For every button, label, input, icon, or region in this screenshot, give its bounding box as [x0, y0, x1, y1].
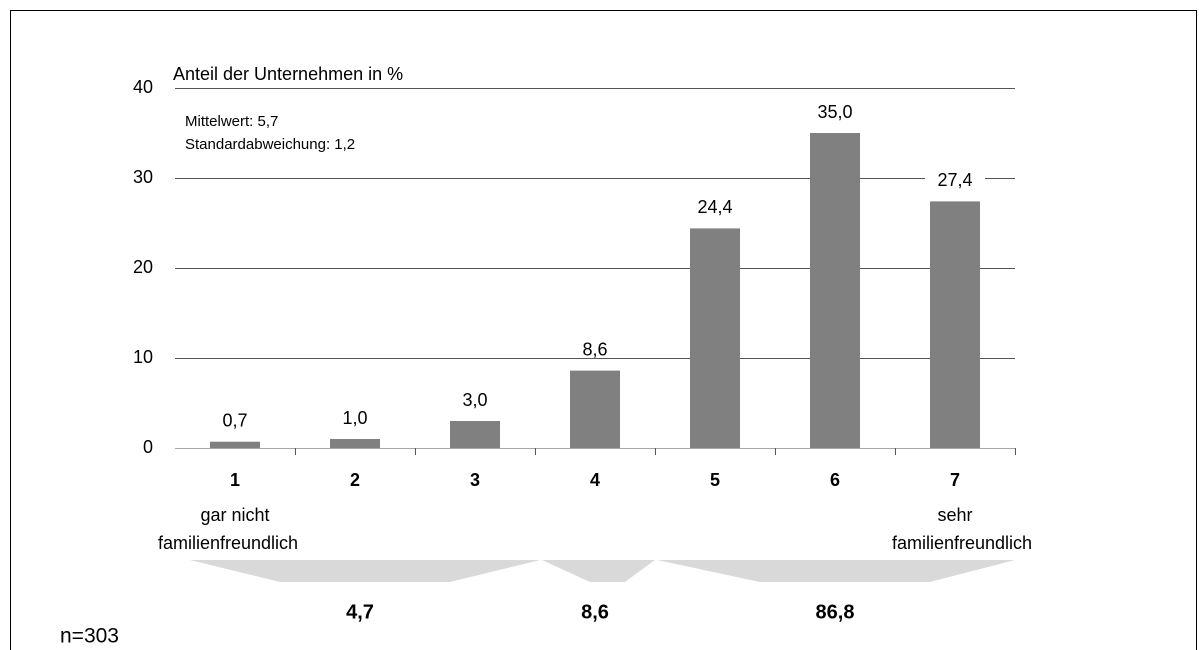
y-tick-label: 10: [133, 347, 153, 367]
y-tick-label: 30: [133, 167, 153, 187]
category-sublabel: familienfreundlich: [892, 533, 1032, 553]
value-label: 0,7: [222, 410, 247, 430]
x-tick-label: 1: [230, 470, 240, 490]
value-label: 3,0: [462, 390, 487, 410]
category-sublabel: familienfreundlich: [158, 533, 298, 553]
bar: [450, 421, 500, 448]
bar: [930, 201, 980, 448]
label-bg: [925, 169, 985, 194]
frame: [10, 10, 1197, 650]
bar: [330, 439, 380, 448]
value-label: 35,0: [817, 102, 852, 122]
x-tick-label: 5: [710, 470, 720, 490]
x-tick-label: 6: [830, 470, 840, 490]
annotation: Standardabweichung: 1,2: [185, 136, 355, 153]
bar: [690, 228, 740, 448]
value-label: 1,0: [342, 408, 367, 428]
category-sublabel: sehr: [937, 505, 972, 525]
value-label: 8,6: [582, 339, 607, 359]
footnote: n=303: [60, 625, 119, 648]
value-label: 27,4: [937, 170, 972, 190]
bar: [210, 441, 260, 448]
group-label: 8,6: [581, 601, 609, 623]
x-tick-label: 7: [950, 470, 960, 490]
category-sublabel: gar nicht: [200, 505, 269, 525]
y-tick-label: 0: [143, 437, 153, 457]
bar: [810, 133, 860, 448]
group-label: 4,7: [346, 601, 374, 623]
x-tick-label: 4: [590, 470, 600, 490]
x-tick-label: 2: [350, 470, 360, 490]
bar: [570, 370, 620, 448]
value-label: 24,4: [697, 197, 732, 217]
group-label: 86,8: [816, 601, 855, 623]
annotation: Mittelwert: 5,7: [185, 113, 278, 130]
y-tick-label: 40: [133, 77, 153, 97]
group-bracket: [657, 560, 1015, 582]
group-bracket: [542, 560, 655, 582]
y-tick-label: 20: [133, 257, 153, 277]
x-tick-label: 3: [470, 470, 480, 490]
y-axis-title: Anteil der Unternehmen in %: [173, 64, 403, 84]
group-bracket: [190, 560, 540, 582]
